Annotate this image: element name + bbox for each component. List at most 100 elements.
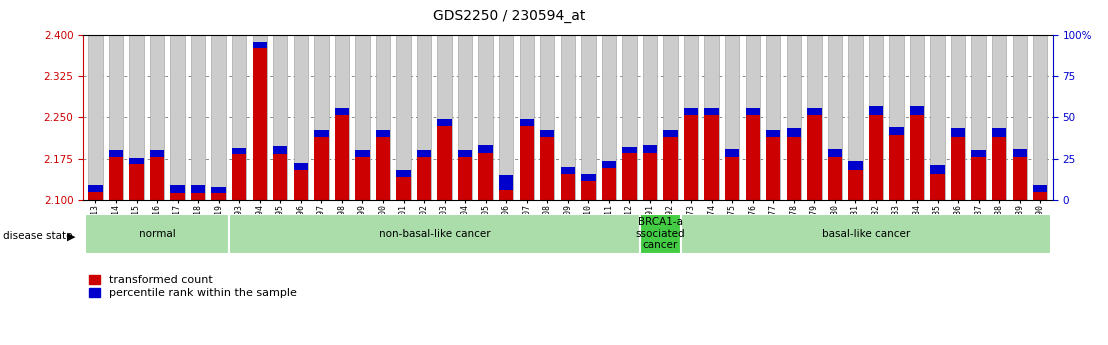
Bar xyxy=(479,34,493,200)
Bar xyxy=(356,34,370,200)
Bar xyxy=(376,34,390,200)
Bar xyxy=(869,106,883,115)
Bar xyxy=(171,34,185,200)
Bar xyxy=(191,185,205,194)
Bar xyxy=(972,150,986,157)
Bar xyxy=(766,130,780,137)
Bar xyxy=(417,157,431,200)
Bar xyxy=(417,150,431,157)
Bar xyxy=(972,34,986,200)
Bar xyxy=(109,157,123,200)
Bar xyxy=(356,150,370,157)
Bar xyxy=(725,149,739,157)
Bar xyxy=(520,126,534,200)
Bar xyxy=(253,42,267,48)
Bar xyxy=(229,214,639,254)
Bar xyxy=(458,34,472,200)
Bar xyxy=(294,163,308,170)
Bar xyxy=(212,194,226,200)
Bar xyxy=(746,108,760,115)
Bar xyxy=(664,130,678,137)
Bar xyxy=(561,167,575,174)
Bar xyxy=(725,157,739,200)
Bar xyxy=(356,157,370,200)
Bar xyxy=(643,153,657,200)
Bar xyxy=(150,157,164,200)
Bar xyxy=(232,34,246,200)
Bar xyxy=(849,34,863,200)
Bar xyxy=(273,154,287,200)
Bar xyxy=(171,185,185,193)
Bar xyxy=(910,34,924,200)
Bar xyxy=(130,158,144,164)
Bar xyxy=(1033,185,1047,192)
Bar xyxy=(705,34,719,200)
Bar xyxy=(643,34,657,200)
Bar xyxy=(540,130,554,137)
Bar xyxy=(849,170,863,200)
Bar xyxy=(602,161,616,168)
Bar xyxy=(680,214,1050,254)
Bar xyxy=(787,137,801,200)
Bar xyxy=(376,130,390,137)
Legend: transformed count, percentile rank within the sample: transformed count, percentile rank withi… xyxy=(89,275,297,298)
Text: GDS2250 / 230594_at: GDS2250 / 230594_at xyxy=(433,9,586,23)
Bar xyxy=(890,34,904,200)
Bar xyxy=(890,135,904,200)
Bar xyxy=(253,34,267,200)
Bar xyxy=(705,108,719,115)
Bar xyxy=(150,150,164,157)
Bar xyxy=(438,119,452,126)
Bar xyxy=(397,170,411,177)
Bar xyxy=(130,34,144,200)
Text: BRCA1-a
ssociated
cancer: BRCA1-a ssociated cancer xyxy=(636,217,685,250)
Bar xyxy=(931,165,945,174)
Bar xyxy=(787,128,801,137)
Bar xyxy=(458,150,472,157)
Bar xyxy=(639,214,680,254)
Bar xyxy=(807,34,821,200)
Bar xyxy=(232,154,246,200)
Bar xyxy=(807,108,821,115)
Bar xyxy=(499,175,513,190)
Bar xyxy=(232,148,246,154)
Bar xyxy=(540,137,554,200)
Bar xyxy=(746,34,760,200)
Bar xyxy=(992,34,1006,200)
Bar xyxy=(602,34,616,200)
Bar xyxy=(89,34,103,200)
Bar xyxy=(438,126,452,200)
Bar xyxy=(664,34,678,200)
Bar xyxy=(499,190,513,200)
Bar xyxy=(397,34,411,200)
Bar xyxy=(849,161,863,170)
Bar xyxy=(684,108,698,115)
Bar xyxy=(951,137,965,200)
Bar xyxy=(684,115,698,200)
Bar xyxy=(787,34,801,200)
Bar xyxy=(191,194,205,200)
Bar xyxy=(479,153,493,200)
Bar xyxy=(294,170,308,200)
Bar xyxy=(253,48,267,200)
Bar xyxy=(582,34,596,200)
Bar xyxy=(171,193,185,200)
Bar xyxy=(951,128,965,137)
Text: non-basal-like cancer: non-basal-like cancer xyxy=(379,229,490,239)
Text: basal-like cancer: basal-like cancer xyxy=(821,229,910,239)
Bar xyxy=(376,137,390,200)
Text: ▶: ▶ xyxy=(66,231,75,241)
Bar xyxy=(684,34,698,200)
Bar xyxy=(766,34,780,200)
Bar xyxy=(1013,149,1027,157)
Bar xyxy=(109,150,123,157)
Bar xyxy=(828,34,842,200)
Bar xyxy=(540,34,554,200)
Bar xyxy=(890,127,904,135)
Bar xyxy=(109,34,123,200)
Bar xyxy=(520,119,534,126)
Bar xyxy=(315,137,329,200)
Bar xyxy=(807,115,821,200)
Bar xyxy=(150,34,164,200)
Bar xyxy=(335,115,349,200)
